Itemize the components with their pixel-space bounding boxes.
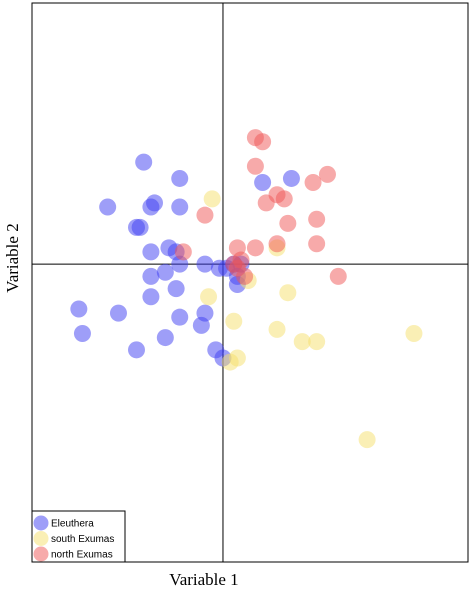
data-point (246, 239, 264, 257)
data-point (99, 198, 117, 216)
data-point (200, 288, 218, 306)
series-south-exumas (200, 190, 423, 449)
legend-marker (33, 515, 49, 531)
legend-label: south Exumas (51, 534, 114, 545)
data-point (156, 329, 174, 347)
data-point (142, 198, 160, 216)
data-points (70, 129, 423, 449)
series-north-exumas (174, 129, 347, 285)
data-point (225, 312, 243, 330)
reference-lines (32, 3, 468, 562)
data-point (275, 190, 293, 208)
data-point (257, 194, 275, 212)
data-point (142, 267, 160, 285)
data-point (70, 300, 88, 318)
legend-label: north Exumas (51, 550, 113, 561)
data-point (308, 333, 326, 351)
data-point (246, 157, 264, 175)
data-point (142, 288, 160, 306)
data-point (304, 174, 322, 192)
data-point (196, 206, 214, 224)
data-point (142, 243, 160, 261)
data-point (156, 263, 174, 281)
data-point (73, 325, 91, 343)
data-point (192, 316, 210, 334)
data-point (171, 308, 189, 326)
data-point (127, 341, 145, 359)
series-eleuthera (70, 153, 300, 367)
data-point (279, 214, 297, 232)
legend: Eleuthera south Exumas north Exumas (31, 510, 126, 563)
data-point (109, 304, 127, 322)
legend-marker (33, 546, 49, 562)
data-point (329, 267, 347, 285)
data-point (279, 284, 297, 302)
data-point (167, 280, 185, 298)
data-point (171, 198, 189, 216)
data-point (135, 153, 153, 171)
data-point (268, 235, 286, 253)
x-axis-label: Variable 1 (169, 570, 238, 589)
data-point (171, 169, 189, 187)
data-point (358, 431, 376, 449)
data-point (282, 169, 300, 187)
data-point (127, 218, 145, 236)
data-point (196, 255, 214, 273)
data-point (405, 325, 423, 343)
y-axis-label: Variable 2 (3, 223, 22, 292)
data-point (308, 235, 326, 253)
legend-label: Eleuthera (51, 519, 94, 530)
data-point (293, 333, 311, 351)
data-point (254, 174, 272, 192)
data-point (228, 349, 246, 367)
legend-marker (33, 531, 49, 546)
data-point (236, 267, 254, 285)
data-point (308, 210, 326, 228)
data-point (174, 243, 192, 261)
data-point (254, 133, 272, 151)
data-point (268, 320, 286, 338)
data-point (203, 190, 221, 208)
data-point (318, 165, 336, 183)
